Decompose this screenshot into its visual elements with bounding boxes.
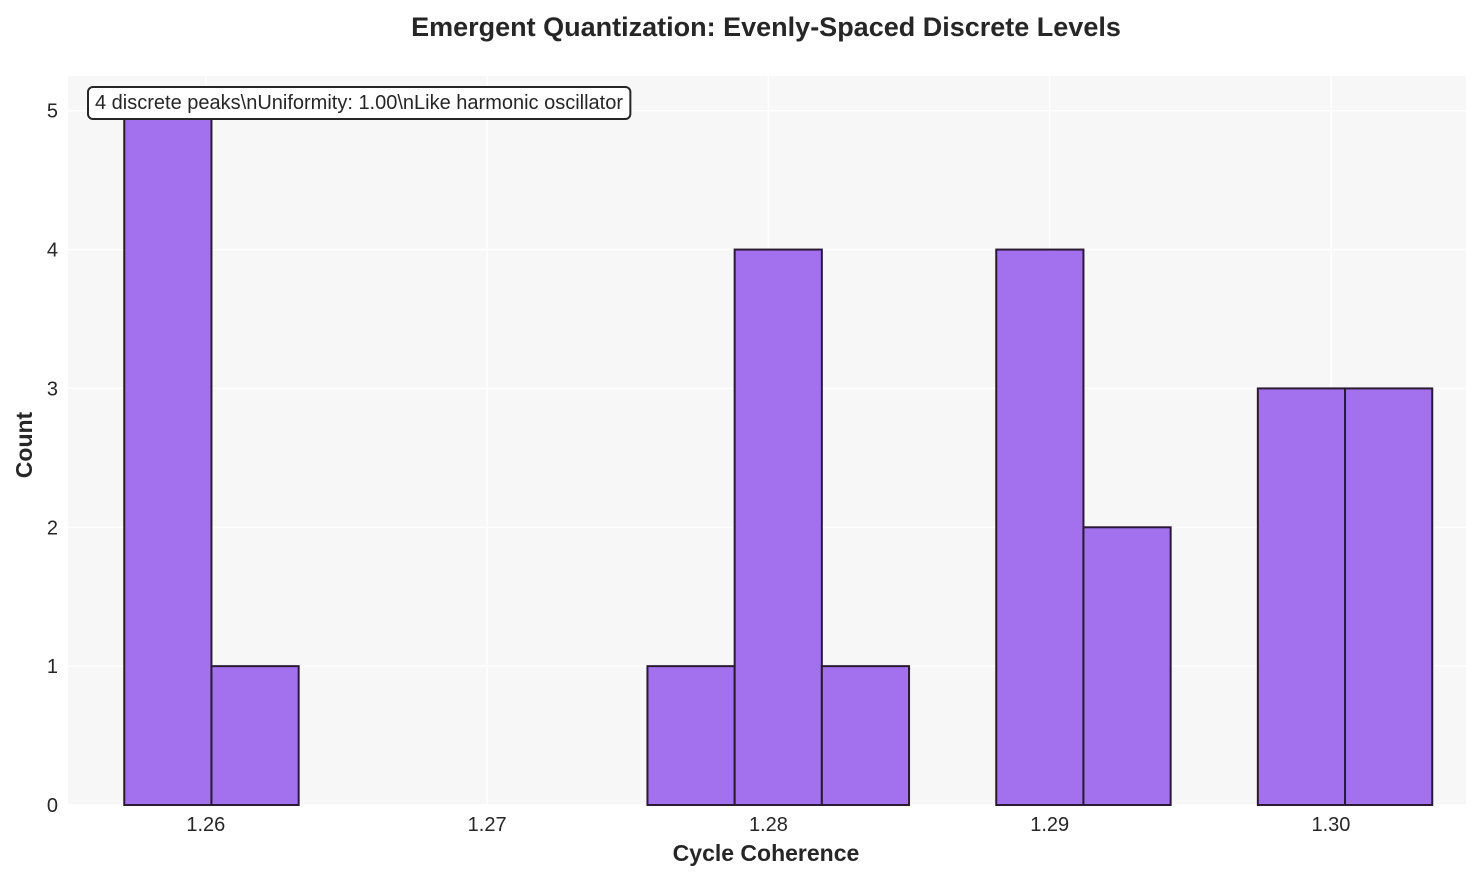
histogram-bar-6 xyxy=(646,665,736,807)
y-tick-label: 5 xyxy=(47,101,58,123)
annotation-box: 4 discrete peaks\nUniformity: 1.00\nLike… xyxy=(87,86,632,120)
histogram-bar-14 xyxy=(1344,387,1434,806)
annotation-text: 4 discrete peaks\nUniformity: 1.00\nLike… xyxy=(95,92,623,114)
histogram-bar-7 xyxy=(733,248,823,807)
x-axis-label: Cycle Coherence xyxy=(673,840,860,866)
y-tick-label: 4 xyxy=(47,240,58,262)
y-tick-label: 2 xyxy=(47,517,58,539)
x-tick-label: 1.26 xyxy=(186,814,225,836)
histogram-bar-11 xyxy=(1082,526,1172,806)
annotation-frame xyxy=(87,86,632,120)
y-axis-ticks: 0 1 2 3 4 5 xyxy=(47,101,58,817)
histogram-bar-1 xyxy=(210,665,300,807)
histogram-bars xyxy=(123,109,1434,807)
x-tick-label: 1.28 xyxy=(749,814,788,836)
x-tick-label: 1.29 xyxy=(1030,814,1069,836)
histogram-bar-13 xyxy=(1256,387,1347,806)
y-tick-label: 0 xyxy=(47,795,58,817)
y-axis-label: Count xyxy=(11,411,37,478)
x-axis-ticks: 1.26 1.27 1.28 1.29 1.30 xyxy=(186,814,1350,836)
x-tick-label: 1.27 xyxy=(468,814,507,836)
x-tick-label: 1.30 xyxy=(1312,814,1351,836)
histogram-bar-10 xyxy=(995,248,1085,807)
y-tick-label: 3 xyxy=(47,378,58,400)
chart-title: Emergent Quantization: Evenly-Spaced Dis… xyxy=(411,12,1121,42)
y-tick-label: 1 xyxy=(47,656,58,678)
histogram-bar-0 xyxy=(123,109,213,806)
histogram-bar-8 xyxy=(820,665,911,807)
